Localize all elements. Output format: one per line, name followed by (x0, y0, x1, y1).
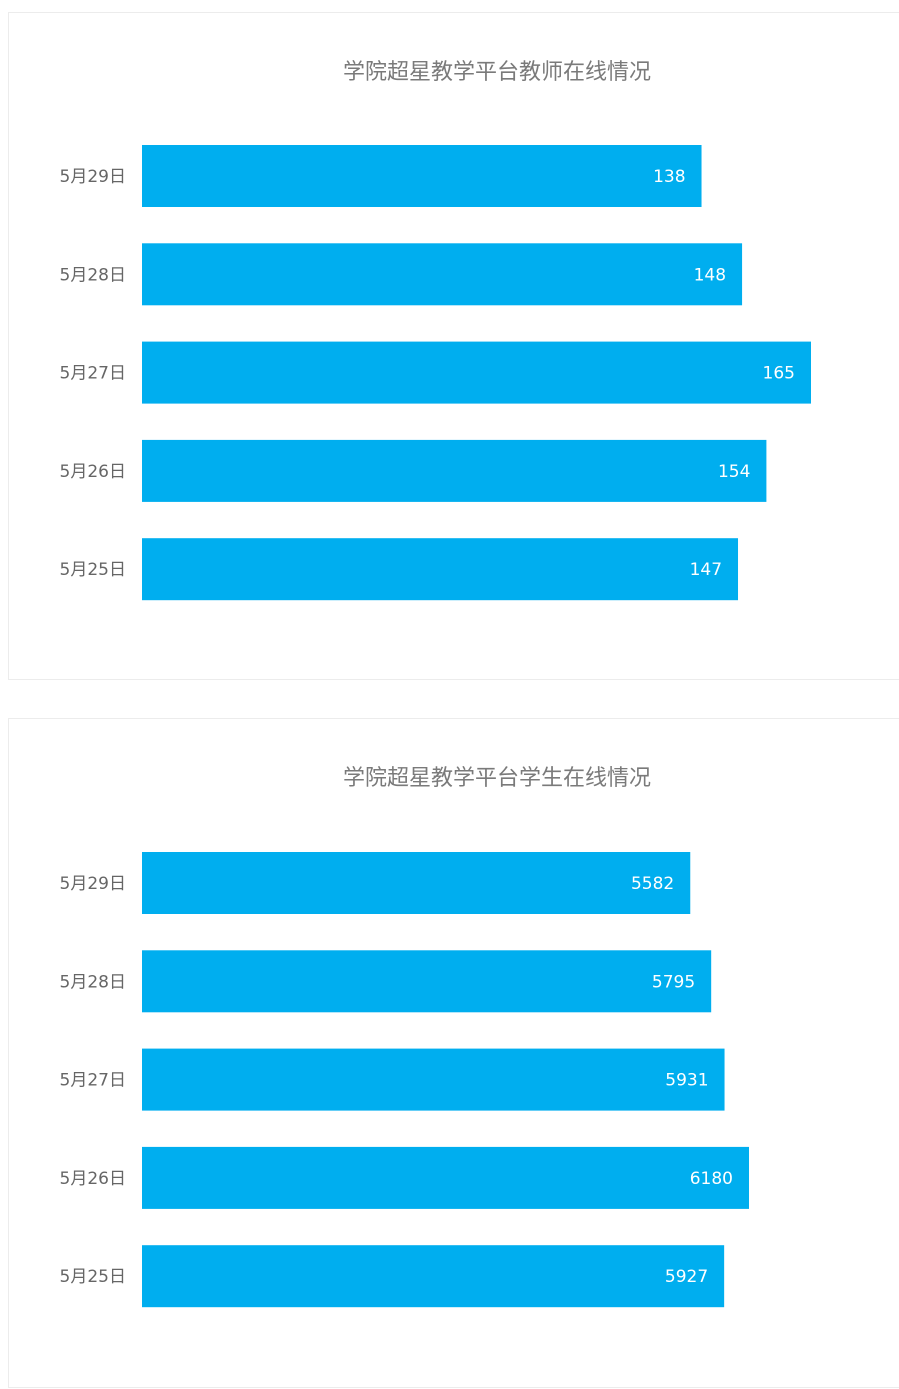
category-label: 5月28日 (60, 972, 126, 992)
bar[interactable] (142, 852, 691, 914)
bar-value-label: 148 (694, 265, 726, 285)
bar-value-label: 5582 (631, 874, 674, 894)
bar-value-label: 6180 (690, 1169, 733, 1189)
bar-value-label: 5927 (665, 1267, 708, 1287)
bar[interactable] (142, 243, 743, 306)
bar-value-label: 138 (653, 167, 685, 187)
bar[interactable] (142, 341, 811, 404)
category-label: 5月26日 (60, 462, 126, 482)
bar-value-label: 165 (763, 364, 795, 384)
bar-value-label: 5795 (652, 972, 695, 992)
student-online-bar-chart: 学院超星教学平台学生在线情况 5月29日 5582 5月28日 5795 5月27日 59… (60, 766, 749, 1308)
category-label: 5月26日 (60, 1169, 126, 1189)
category-label: 5月29日 (60, 874, 126, 894)
bar[interactable] (142, 439, 767, 502)
bar[interactable] (142, 1245, 725, 1308)
bar[interactable] (142, 538, 739, 601)
bar[interactable] (142, 1048, 725, 1111)
category-label: 5月27日 (60, 364, 126, 384)
category-label: 5月28日 (60, 265, 126, 285)
bar-value-label: 5931 (665, 1071, 708, 1091)
category-label: 5月25日 (60, 560, 126, 580)
teacher-online-bar-chart: 学院超星教学平台教师在线情况 5月29日 138 5月28日 148 5月27日 165 5… (60, 60, 811, 601)
teacher-online-chart-panel: 学院超星教学平台教师在线情况 5月29日 138 5月28日 148 5月27日 165 5… (8, 12, 899, 680)
student-online-chart-panel: 学院超星教学平台学生在线情况 5月29日 5582 5月28日 5795 5月27日 59… (8, 718, 899, 1388)
bar[interactable] (142, 145, 702, 207)
bar[interactable] (142, 950, 712, 1013)
bar[interactable] (142, 1146, 749, 1209)
chart-title: 学院超星教学平台教师在线情况 (343, 60, 651, 85)
category-label: 5月29日 (60, 167, 126, 187)
chart-title: 学院超星教学平台学生在线情况 (343, 766, 651, 791)
bar-value-label: 147 (690, 560, 722, 580)
bar-value-label: 154 (718, 462, 750, 482)
category-label: 5月25日 (60, 1267, 126, 1287)
category-label: 5月27日 (60, 1071, 126, 1091)
